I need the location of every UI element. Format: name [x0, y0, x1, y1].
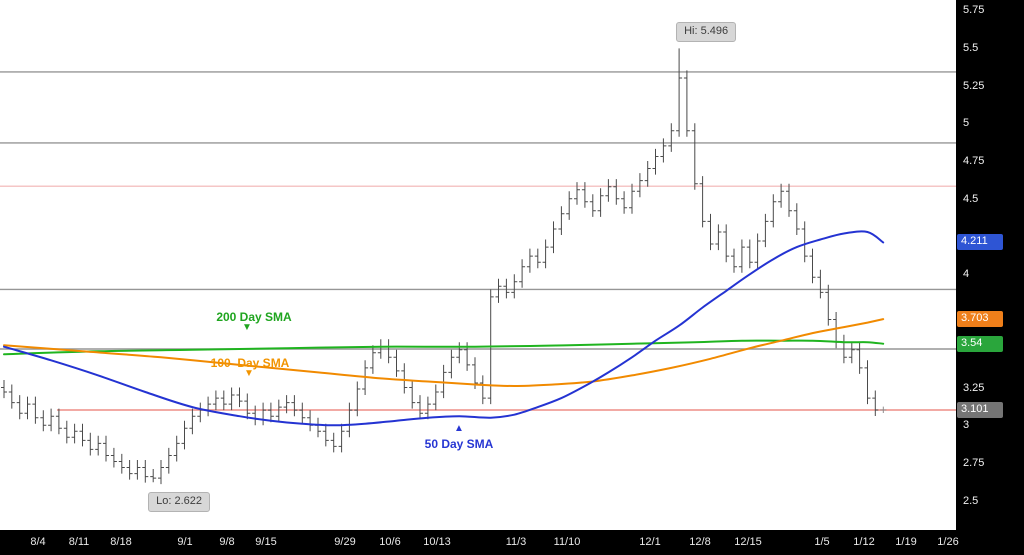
date-tick-label: 9/15 [255, 536, 277, 548]
date-tick-label: 1/5 [814, 536, 830, 548]
date-tick-label: 10/6 [379, 536, 401, 548]
price-tag: 3.101 [957, 401, 1003, 418]
sma-200-down-arrow-icon: ▼ [242, 322, 252, 333]
date-tick-label: 8/11 [68, 536, 90, 548]
date-tick-label: 12/1 [639, 536, 661, 548]
price-tick-label: 2.75 [963, 457, 985, 469]
date-tick-label: 1/12 [853, 536, 875, 548]
price-axis[interactable]: 5.75 5.5 5.25 5 4.75 4.5 4 3.25 3 2.75 2.5 4.211 3.7… [956, 0, 1024, 555]
date-tick-label: 11/3 [505, 536, 527, 548]
date-tick-label: 11/10 [553, 536, 581, 548]
markers-group: + [880, 402, 888, 417]
date-tick-label: 9/8 [219, 536, 235, 548]
date-tick-label: 1/19 [895, 536, 917, 548]
sma-100-down-arrow-icon: ▼ [244, 368, 254, 379]
date-tick-label: 1/26 [937, 536, 959, 548]
price-tag: 3.54 [957, 335, 1003, 352]
price-chart-canvas: + [0, 48, 956, 485]
date-tick-label: 9/1 [177, 536, 193, 548]
date-tick-label: 12/8 [689, 536, 711, 548]
ohlc-bars-group [1, 48, 879, 485]
date-tick-label: 12/15 [734, 536, 762, 548]
sma-lines-group [3, 230, 885, 427]
high-price-callout: Hi: 5.496 [676, 22, 737, 43]
sma-50-up-arrow-icon: ▲ [454, 423, 464, 434]
last-price-plus-marker: + [880, 402, 888, 417]
price-tick-label: 4.5 [963, 192, 979, 205]
sma-50-label: 50 Day SMA [424, 437, 494, 451]
price-tick-label: 5.25 [963, 79, 985, 92]
price-tag: 3.703 [957, 311, 1003, 328]
price-tick-label: 4 [963, 268, 970, 281]
200-day-sma-line [3, 339, 885, 356]
50-day-sma-line [3, 230, 885, 427]
date-tick-label: 8/18 [110, 536, 132, 548]
price-tick-label: 3.25 [963, 381, 985, 394]
price-tick-label: 2.5 [963, 494, 979, 507]
chart-plot-area[interactable]: + Hi: 5.496 Lo: 2.622 200 Day SMA ▼ 100 … [0, 0, 956, 530]
date-tick-label: 9/29 [334, 536, 356, 548]
price-tick-label: 5 [963, 117, 970, 130]
time-axis[interactable]: 8/4 8/11 8/18 9/1 9/8 9/15 9/29 10/6 10/13 11/3 11… [0, 530, 959, 555]
ohlc-bars-path [1, 48, 879, 485]
date-tick-label: 8/4 [30, 536, 46, 548]
100-day-sma-line [3, 318, 885, 388]
price-tick-label: 4.75 [963, 155, 985, 167]
sma-100-label: 100 Day SMA [210, 356, 290, 370]
price-tag: 4.211 [957, 234, 1003, 251]
price-tick-label: 5.75 [963, 4, 985, 16]
sma-200-label: 200 Day SMA [216, 310, 292, 324]
price-tick-label: 5.5 [963, 41, 979, 54]
date-tick-label: 10/13 [423, 536, 451, 548]
price-tick-label: 3 [963, 419, 970, 432]
low-price-callout: Lo: 2.622 [148, 492, 211, 513]
